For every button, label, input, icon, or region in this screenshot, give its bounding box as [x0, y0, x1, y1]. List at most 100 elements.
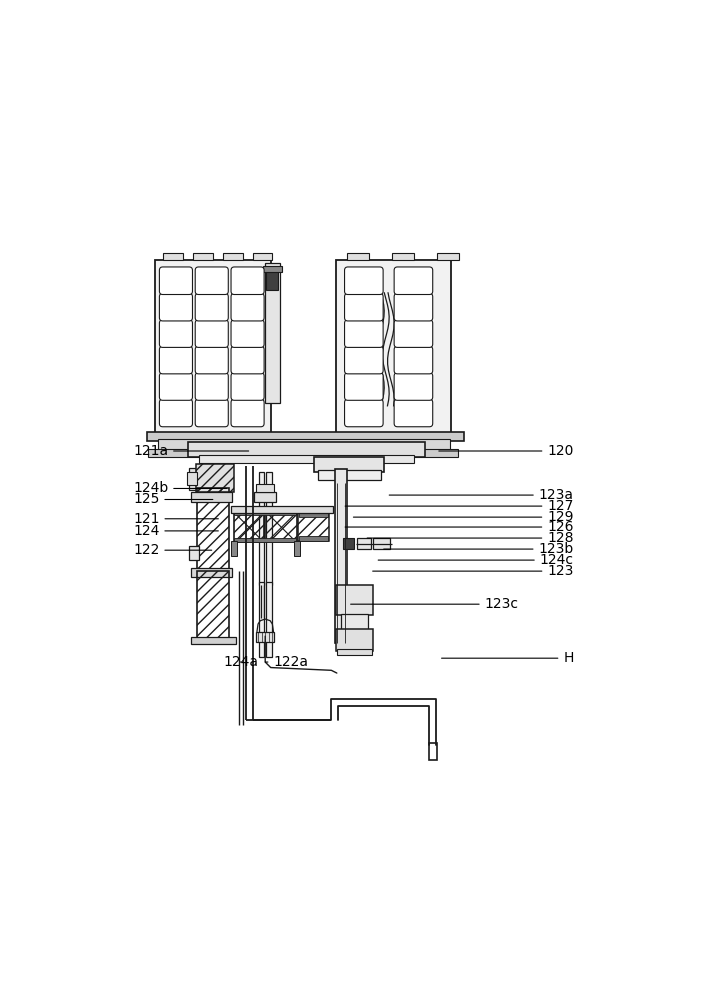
Bar — [267, 582, 272, 657]
Bar — [347, 253, 369, 260]
Bar — [336, 260, 451, 433]
Bar — [294, 541, 300, 556]
FancyBboxPatch shape — [394, 399, 433, 427]
Text: 123b: 123b — [384, 542, 574, 556]
Bar — [299, 513, 328, 541]
FancyBboxPatch shape — [159, 293, 193, 321]
Bar — [429, 743, 437, 760]
Bar — [437, 253, 459, 260]
FancyBboxPatch shape — [345, 320, 383, 347]
Bar — [299, 536, 328, 541]
Bar — [231, 541, 237, 556]
Bar — [387, 449, 458, 457]
Bar — [336, 585, 373, 615]
FancyBboxPatch shape — [196, 346, 228, 374]
Bar — [189, 468, 196, 490]
Text: 121: 121 — [133, 512, 218, 526]
Text: 125: 125 — [133, 492, 213, 506]
Bar — [318, 470, 381, 480]
Bar — [341, 614, 368, 633]
Text: 124a: 124a — [224, 655, 259, 669]
FancyBboxPatch shape — [196, 373, 228, 400]
Text: 124c: 124c — [378, 553, 574, 567]
Bar — [255, 492, 276, 502]
FancyBboxPatch shape — [196, 320, 228, 347]
Bar — [235, 538, 296, 542]
Bar — [164, 253, 183, 260]
Bar — [199, 455, 414, 463]
Text: 121a: 121a — [133, 444, 249, 458]
Text: 126: 126 — [345, 520, 574, 534]
Text: 129: 129 — [353, 510, 574, 524]
FancyBboxPatch shape — [196, 293, 228, 321]
Bar — [191, 568, 232, 577]
Bar — [198, 571, 230, 640]
Bar — [189, 546, 199, 560]
FancyBboxPatch shape — [345, 373, 383, 400]
FancyBboxPatch shape — [159, 399, 193, 427]
Text: 127: 127 — [345, 499, 574, 513]
Bar — [314, 457, 384, 472]
Bar — [196, 464, 235, 492]
Bar — [357, 538, 371, 549]
Text: 123: 123 — [373, 564, 574, 578]
FancyBboxPatch shape — [345, 267, 383, 295]
FancyBboxPatch shape — [394, 267, 433, 295]
Bar — [187, 472, 197, 485]
Bar — [299, 513, 328, 517]
Bar — [263, 266, 282, 272]
FancyBboxPatch shape — [231, 320, 264, 347]
Bar — [267, 472, 272, 585]
Bar — [149, 449, 220, 457]
Bar — [267, 512, 296, 542]
Bar — [188, 442, 425, 457]
Bar — [337, 649, 372, 655]
Bar — [259, 582, 264, 657]
Bar — [392, 253, 414, 260]
Text: 122a: 122a — [265, 655, 309, 669]
FancyBboxPatch shape — [196, 399, 228, 427]
FancyBboxPatch shape — [159, 346, 193, 374]
Bar — [369, 287, 379, 406]
FancyBboxPatch shape — [196, 267, 228, 295]
Bar — [267, 271, 279, 290]
Text: 123a: 123a — [389, 488, 574, 502]
FancyBboxPatch shape — [394, 346, 433, 374]
FancyBboxPatch shape — [231, 346, 264, 374]
Bar — [191, 637, 236, 644]
Bar — [193, 253, 213, 260]
FancyBboxPatch shape — [231, 293, 264, 321]
Bar — [335, 469, 347, 643]
FancyBboxPatch shape — [394, 373, 433, 400]
FancyBboxPatch shape — [159, 320, 193, 347]
FancyBboxPatch shape — [159, 267, 193, 295]
FancyBboxPatch shape — [394, 320, 433, 347]
Text: H: H — [442, 651, 574, 665]
Bar — [234, 512, 264, 542]
Bar — [191, 492, 232, 502]
Bar — [198, 488, 230, 574]
Bar — [231, 506, 333, 513]
Bar — [343, 538, 355, 549]
Bar — [257, 484, 274, 492]
Text: 123c: 123c — [351, 597, 519, 611]
Text: 122: 122 — [133, 543, 212, 557]
FancyBboxPatch shape — [231, 399, 264, 427]
Bar — [265, 263, 279, 403]
Bar — [158, 439, 450, 450]
FancyBboxPatch shape — [231, 267, 264, 295]
FancyBboxPatch shape — [394, 293, 433, 321]
Bar — [223, 253, 242, 260]
Bar — [257, 632, 274, 642]
Text: 124b: 124b — [133, 481, 227, 495]
Text: 124: 124 — [133, 524, 218, 538]
Bar — [373, 538, 390, 549]
FancyBboxPatch shape — [159, 373, 193, 400]
Bar — [336, 629, 373, 651]
FancyBboxPatch shape — [345, 293, 383, 321]
Text: 128: 128 — [367, 531, 574, 545]
Bar — [259, 472, 264, 585]
Text: 120: 120 — [439, 444, 574, 458]
Bar — [146, 432, 464, 441]
FancyBboxPatch shape — [345, 399, 383, 427]
